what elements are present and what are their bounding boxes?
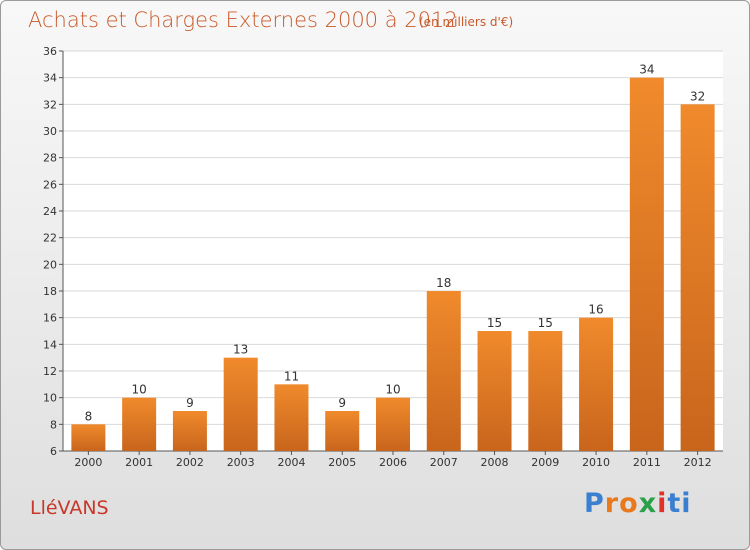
bar (325, 411, 360, 451)
y-tick-label: 30 (43, 125, 57, 138)
x-tick-label: 2008 (481, 456, 509, 469)
y-tick-label: 24 (43, 205, 57, 218)
logo-letter: i (681, 488, 692, 519)
y-tick-label: 6 (50, 445, 57, 458)
bar (680, 104, 715, 451)
y-tick-label: 8 (50, 418, 57, 431)
data-label: 15 (538, 316, 553, 330)
y-tick-label: 28 (43, 152, 57, 165)
x-tick-label: 2011 (633, 456, 661, 469)
data-label: 10 (385, 383, 400, 397)
bar (274, 384, 309, 451)
logo-letter: x (638, 488, 658, 519)
chart-subtitle: (en milliers d'€) (419, 15, 514, 29)
x-tick-label: 2010 (582, 456, 610, 469)
data-label: 18 (436, 276, 451, 290)
town-name: LléVANS (30, 497, 109, 519)
bar (629, 77, 664, 452)
data-label: 16 (588, 303, 603, 317)
x-tick-label: 2009 (531, 456, 559, 469)
x-tick-label: 2004 (277, 456, 305, 469)
y-tick-label: 22 (43, 232, 57, 245)
data-label: 11 (284, 369, 299, 383)
x-tick-label: 2000 (74, 456, 102, 469)
bar (528, 331, 563, 451)
y-tick-label: 34 (43, 72, 57, 85)
data-label: 15 (487, 316, 502, 330)
data-label: 8 (85, 409, 93, 423)
bar (376, 397, 410, 451)
x-tick-label: 2012 (684, 456, 712, 469)
logo-letter: t (667, 488, 682, 519)
y-tick-label: 12 (43, 365, 57, 378)
data-label: 10 (132, 383, 147, 397)
proxiti-logo: Proxiti (584, 488, 692, 519)
y-tick-label: 32 (43, 98, 57, 111)
y-tick-label: 16 (43, 312, 57, 325)
x-tick-label: 2005 (328, 456, 356, 469)
y-tick-label: 10 (43, 392, 57, 405)
bar (426, 291, 461, 451)
y-tick-label: 20 (43, 258, 57, 271)
bar (172, 411, 207, 451)
y-tick-label: 14 (43, 338, 57, 351)
bar (71, 424, 106, 451)
x-tick-label: 2002 (176, 456, 204, 469)
x-tick-label: 2003 (227, 456, 255, 469)
data-label: 9 (338, 396, 346, 410)
data-label: 32 (690, 89, 705, 103)
bar (579, 317, 614, 451)
data-label: 9 (186, 396, 194, 410)
bar (477, 331, 512, 451)
y-tick-label: 26 (43, 178, 57, 191)
chart-title: Achats et Charges Externes 2000 à 2012 (28, 8, 458, 32)
data-label: 13 (233, 343, 248, 357)
bar (122, 397, 157, 451)
x-tick-label: 2007 (430, 456, 458, 469)
bar (223, 357, 258, 451)
logo-letter: P (584, 488, 605, 519)
logo-letter: i (657, 488, 668, 519)
x-tick-label: 2001 (125, 456, 153, 469)
x-tick-label: 2006 (379, 456, 407, 469)
data-label: 34 (639, 63, 654, 77)
y-tick-label: 18 (43, 285, 57, 298)
logo-letter: r (604, 488, 620, 519)
y-tick-label: 36 (43, 45, 57, 58)
logo-letter: o (619, 488, 639, 519)
